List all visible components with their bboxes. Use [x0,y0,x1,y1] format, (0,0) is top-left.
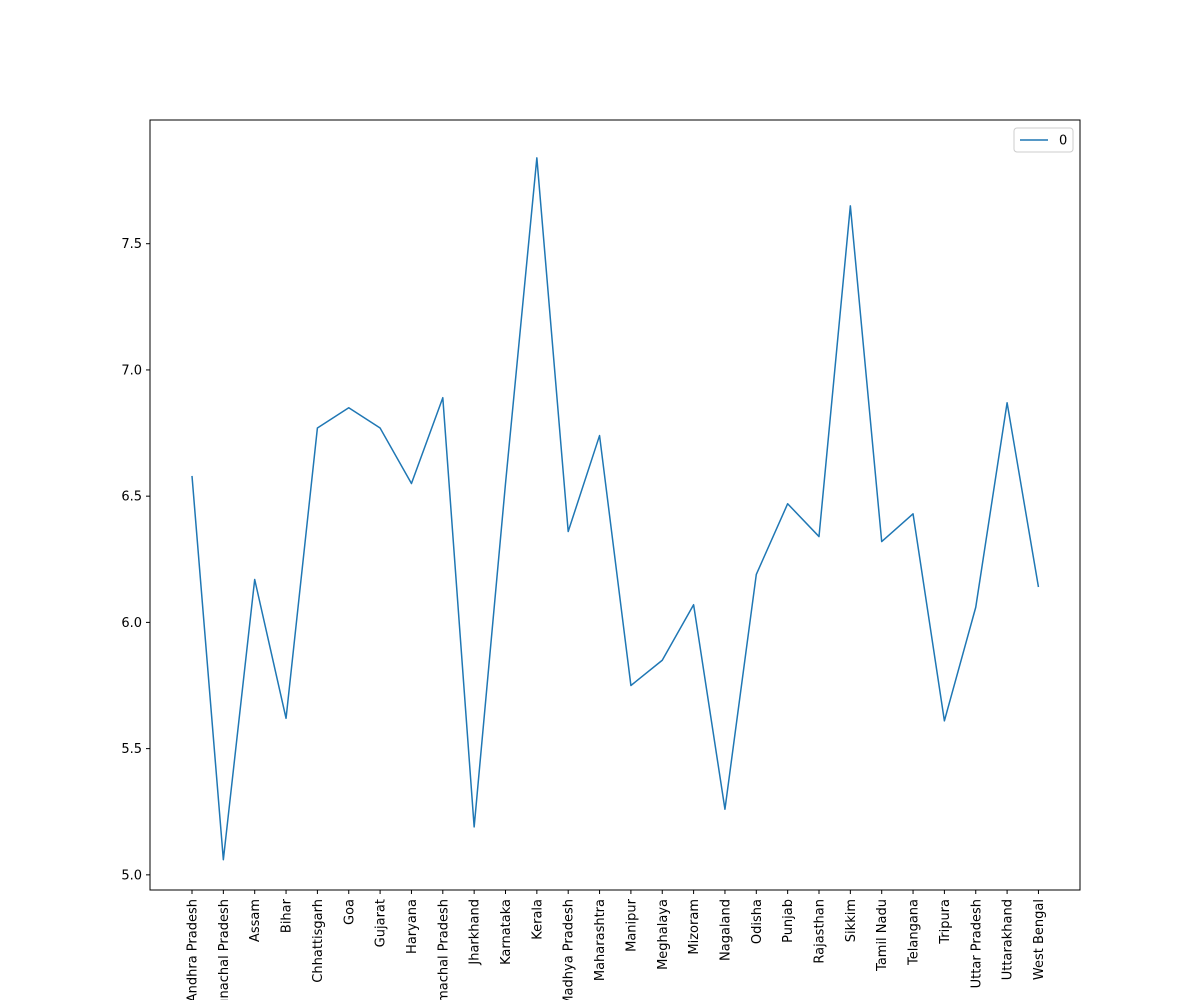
y-tick-label: 5.0 [121,868,142,883]
x-tick-label: Goa [342,899,357,925]
data-point [190,474,194,478]
data-point [754,572,758,576]
x-tick-label: Tripura [938,899,953,945]
data-point [566,530,570,534]
legend-label: 0 [1059,134,1067,149]
data-point [347,406,351,410]
data-point [880,540,884,544]
x-tick-label: Mizoram [687,899,702,955]
data-point [786,502,790,506]
x-tick-label: Chhattisgarh [311,899,326,983]
data-point [441,396,445,400]
data-point [974,605,978,609]
data-point [848,204,852,208]
x-tick-label: Sikkim [844,899,859,942]
data-point [504,482,508,486]
data-point [221,858,225,862]
data-point [911,512,915,516]
data-point [378,426,382,430]
y-tick-label: 6.5 [121,490,142,505]
x-tick-label: Karnataka [499,899,514,965]
x-tick-label: Madhya Pradesh [562,899,577,1000]
data-point [660,658,664,662]
x-tick-label: Uttarakhand [1001,899,1016,980]
data-point [535,156,539,160]
x-tick-label: Odisha [750,899,765,944]
x-tick-label: Maharashtra [593,899,608,981]
data-point [409,482,413,486]
x-tick-label: Kerala [530,899,545,940]
data-point [1036,585,1040,589]
x-tick-label: Tamil Nadu [875,899,890,972]
x-tick-label: Gujarat [374,899,389,947]
x-tick-label: Jharkhand [468,899,483,966]
x-tick-label: Meghalaya [656,899,671,970]
x-tick-label: Bihar [280,898,295,933]
data-point [723,807,727,811]
y-tick-label: 5.5 [121,742,142,757]
data-point [1005,401,1009,405]
data-point [817,535,821,539]
x-tick-label: Punjab [781,899,796,943]
x-tick-label: Andhra Pradesh [186,899,201,1000]
x-tick-label: West Bengal [1032,899,1047,980]
data-point [472,825,476,829]
x-tick-label: Himachal Pradesh [436,899,451,1000]
data-point [315,426,319,430]
x-tick-label: Haryana [405,899,420,954]
data-point [598,434,602,438]
x-tick-label: Assam [248,899,263,942]
y-tick-label: 7.0 [121,363,142,378]
x-tick-label: Nagaland [718,899,733,961]
data-point [942,719,946,723]
x-tick-label: Manipur [624,898,639,952]
x-tick-label: Uttar Pradesh [969,899,984,988]
plot-area: 5.0 5.5 6.0 6.5 7.0 7.5 Andhra Pradesh Arunacha… [121,119,1081,1000]
y-tick-label: 7.5 [121,237,142,252]
x-tick-label: Arunachal Pradesh [217,899,232,1000]
data-point [629,684,633,688]
y-tick-label: 6.0 [121,616,142,631]
data-point [253,577,257,581]
data-point [284,716,288,720]
x-tick-label: Telangana [907,899,922,966]
axes-frame [149,119,1081,891]
series-line-0 [191,157,1040,861]
data-point [692,603,696,607]
x-tick-label: Rajasthan [813,899,828,964]
